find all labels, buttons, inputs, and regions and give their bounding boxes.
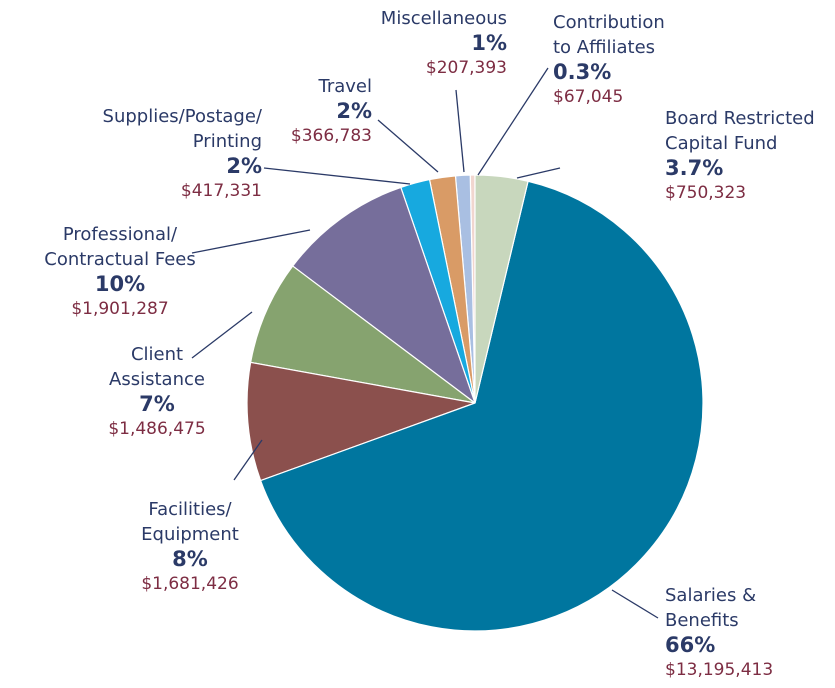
percent-label: 2% xyxy=(226,154,262,178)
value-label: $417,331 xyxy=(180,181,262,201)
percent-label: 10% xyxy=(94,272,146,296)
percent-label: 3.7% xyxy=(665,156,724,180)
category-label: Board Restricted Capital Fund xyxy=(665,108,815,154)
percent-label: 7% xyxy=(139,392,175,416)
leader-line xyxy=(455,89,465,173)
pie-slice xyxy=(259,180,704,632)
value-label: $67,045 xyxy=(553,87,624,107)
leader-lines xyxy=(191,67,659,619)
leader-line xyxy=(191,229,311,254)
percent-label: 2% xyxy=(336,99,372,123)
leader-line xyxy=(377,119,439,173)
leader-line xyxy=(477,67,549,176)
pie-slice xyxy=(474,174,529,404)
pie-slice xyxy=(249,265,476,404)
pie-slice xyxy=(291,186,477,405)
value-label: $750,323 xyxy=(665,183,747,203)
pie-slice xyxy=(246,361,478,482)
category-label: Client Assistance xyxy=(109,344,205,390)
slice-label: Miscellaneous 1% $207,393 xyxy=(381,6,507,81)
leader-line xyxy=(263,167,411,185)
value-label: $1,681,426 xyxy=(141,574,239,594)
slice-label: Facilities/ Equipment 8% $1,681,426 xyxy=(141,497,239,597)
slice-label: Travel 2% $366,783 xyxy=(291,74,372,149)
slice-label: Client Assistance 7% $1,486,475 xyxy=(108,342,205,442)
leader-line xyxy=(233,439,263,481)
category-label: Salaries & Benefits xyxy=(665,585,757,631)
value-label: $207,393 xyxy=(425,58,507,78)
category-label: Contribution to Affiliates xyxy=(553,12,665,58)
category-label: Miscellaneous xyxy=(380,8,507,29)
slice-label: Board Restricted Capital Fund 3.7% $750,32… xyxy=(665,106,815,206)
leader-line xyxy=(611,589,659,619)
percent-label: 8% xyxy=(172,547,208,571)
percent-label: 1% xyxy=(471,31,507,55)
percent-label: 0.3% xyxy=(553,60,612,84)
category-label: Facilities/ Equipment xyxy=(141,499,239,545)
leader-line xyxy=(191,311,253,359)
category-label: Professional/ Contractual Fees xyxy=(44,224,196,270)
percent-label: 66% xyxy=(665,633,716,657)
value-label: $1,486,475 xyxy=(108,419,206,439)
slice-label: Salaries & Benefits 66% $13,195,413 xyxy=(665,583,773,683)
value-label: $1,901,287 xyxy=(71,299,169,319)
leader-line xyxy=(516,167,561,179)
slice-label: Supplies/Postage/ Printing 2% $417,331 xyxy=(103,104,262,204)
category-label: Travel xyxy=(318,76,372,97)
category-label: Supplies/Postage/ Printing xyxy=(102,106,262,152)
slice-label: Professional/ Contractual Fees 10% $1,901,… xyxy=(44,222,196,322)
slice-label: Contribution to Affiliates 0.3% $67,045 xyxy=(553,10,665,110)
value-label: $366,783 xyxy=(290,126,372,146)
value-label: $13,195,413 xyxy=(665,660,774,680)
